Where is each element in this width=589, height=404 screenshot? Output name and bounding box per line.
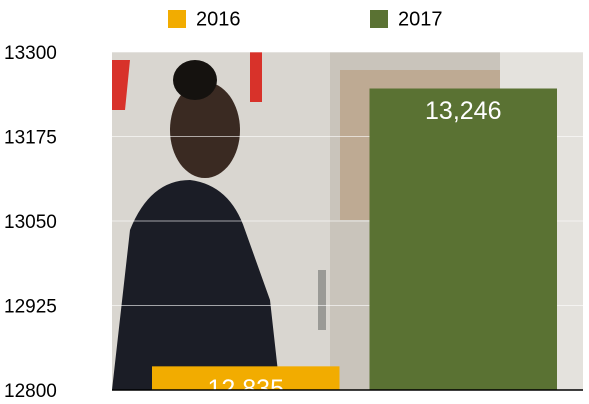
y-tick-label: 13050 bbox=[4, 212, 57, 233]
legend-label: 2017 bbox=[398, 8, 443, 30]
bar bbox=[369, 88, 557, 390]
bars: 12,835 13,246 bbox=[152, 88, 557, 403]
legend-label: 2016 bbox=[196, 8, 241, 30]
legend-swatch bbox=[168, 10, 186, 28]
legend-swatch bbox=[370, 10, 388, 28]
data-label: 13,246 bbox=[425, 97, 501, 125]
data-label: 12,835 bbox=[208, 375, 284, 403]
bar bbox=[152, 366, 340, 390]
y-tick-label: 13300 bbox=[4, 43, 57, 64]
y-tick-label: 13175 bbox=[4, 128, 57, 149]
y-tick-label: 12925 bbox=[4, 297, 57, 318]
y-tick-label: 12800 bbox=[4, 381, 57, 402]
